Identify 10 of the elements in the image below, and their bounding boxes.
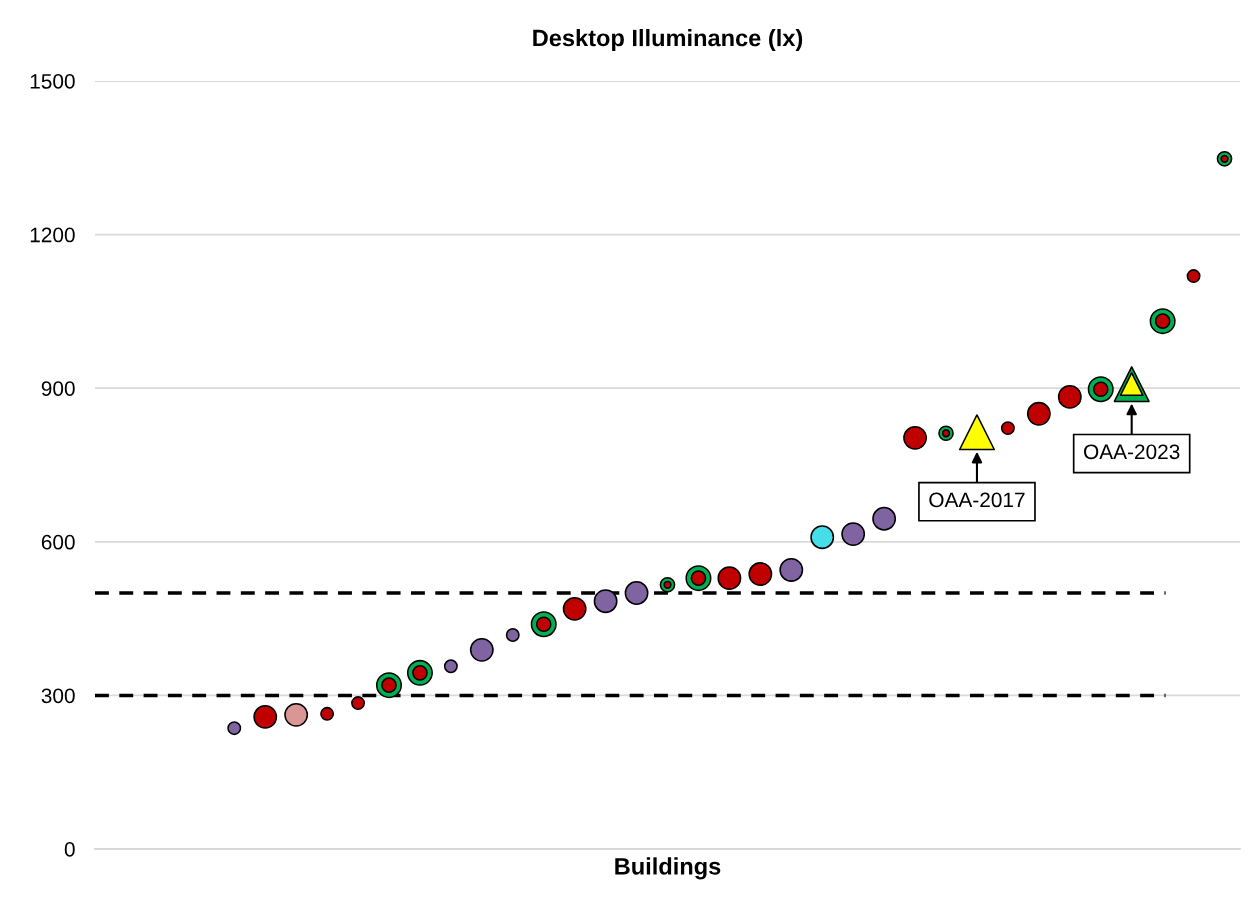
annotation: OAA-2017 xyxy=(929,492,1025,508)
y-tick-label: 1500 xyxy=(30,74,75,89)
y-tick-label: 900 xyxy=(41,381,75,396)
chart-title: Desktop Illuminance (lx) xyxy=(533,29,803,51)
y-tick-label: 300 xyxy=(41,688,75,704)
y-tick-label: 0 xyxy=(64,842,75,857)
y-tick-label: 1200 xyxy=(30,227,75,243)
x-axis-title: Buildings xyxy=(615,857,721,880)
y-tick-label: 600 xyxy=(41,534,75,550)
annotation: OAA-2023 xyxy=(1084,444,1180,460)
